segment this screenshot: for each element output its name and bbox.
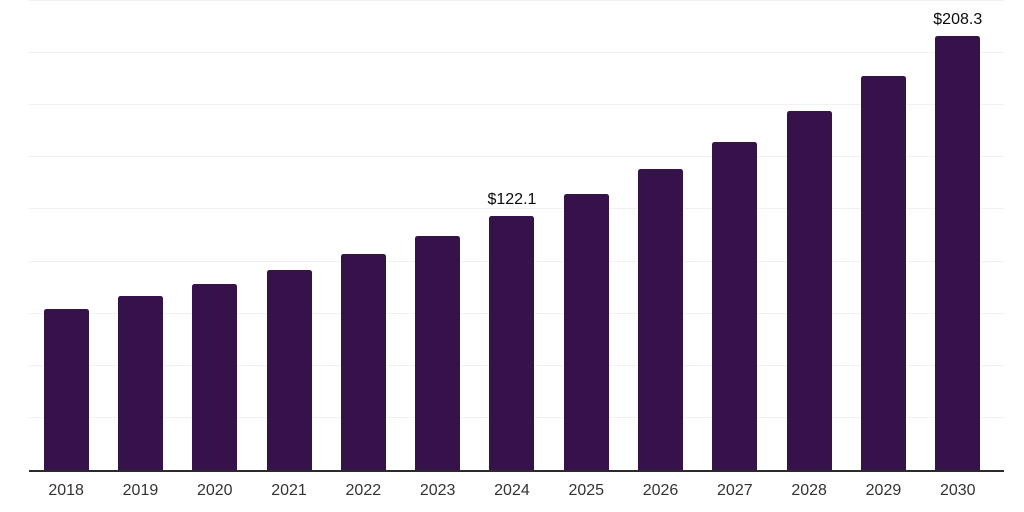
bar-2023 — [415, 235, 461, 470]
x-tick-2029: 2029 — [865, 482, 902, 499]
x-axis: 2018 2019 2020 2021 2022 2023 2024 2025 2026 2027… — [29, 481, 1004, 503]
bar-2020 — [192, 283, 238, 470]
gridline-150 — [29, 156, 1004, 158]
gridline-200 — [29, 52, 1004, 54]
x-tick-2021: 2021 — [271, 482, 307, 499]
gridline-175 — [29, 104, 1004, 106]
x-tick-2025: 2025 — [568, 482, 605, 499]
bar-2018 — [43, 308, 89, 470]
bar-2025 — [563, 193, 609, 470]
x-tick-2026: 2026 — [642, 482, 679, 499]
x-tick-2022: 2022 — [345, 482, 382, 499]
bar-2026 — [638, 169, 684, 470]
x-tick-2030: 2030 — [939, 482, 976, 499]
bar-2030 — [935, 35, 981, 470]
x-tick-2024: 2024 — [494, 482, 530, 499]
bar-2024 — [489, 215, 535, 470]
x-tick-2018: 2018 — [48, 482, 84, 499]
x-tick-2023: 2023 — [419, 482, 456, 499]
bar-2028 — [786, 111, 832, 470]
bar-2021 — [266, 270, 312, 470]
plot-area: $122.1 $208.3 — [29, 0, 1004, 472]
x-tick-2027: 2027 — [717, 482, 753, 499]
bar-2029 — [860, 76, 906, 470]
x-tick-2028: 2028 — [791, 482, 827, 499]
x-tick-2019: 2019 — [122, 482, 159, 499]
bar-value-label-2030: $208.3 — [933, 10, 983, 28]
gridline-225 — [29, 0, 1004, 1]
bar-2019 — [117, 295, 163, 470]
bar-2022 — [340, 254, 386, 470]
gridline-125 — [29, 208, 1004, 210]
x-tick-2020: 2020 — [196, 482, 233, 499]
bar-2027 — [712, 142, 758, 470]
bar-value-label-2024: $122.1 — [487, 190, 537, 208]
